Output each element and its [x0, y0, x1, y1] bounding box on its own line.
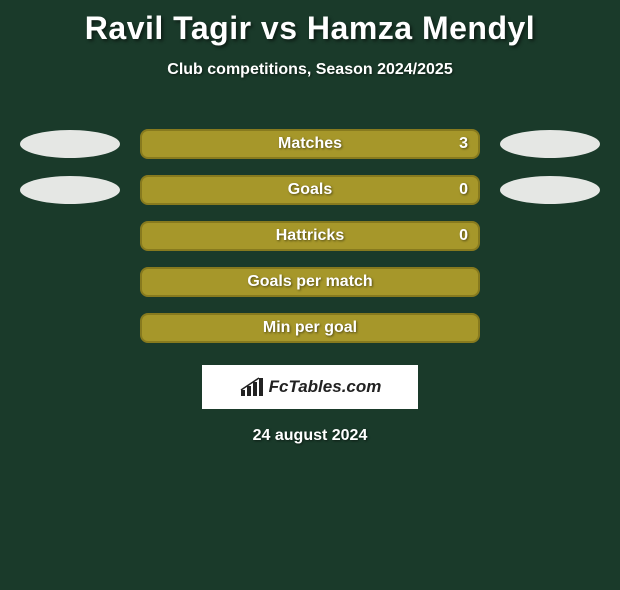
stat-bar-hattricks: Hattricks 0: [140, 221, 480, 251]
stat-value: 0: [459, 227, 468, 245]
stat-rows: Matches 3 Goals 0 Hattricks 0 Goals per …: [0, 121, 620, 351]
comparison-title: Ravil Tagir vs Hamza Mendyl: [0, 10, 620, 47]
stat-label: Min per goal: [263, 319, 357, 337]
right-value-ellipse: [500, 176, 600, 204]
stat-row: Goals 0: [0, 167, 620, 213]
stat-label: Hattricks: [276, 227, 344, 245]
stat-bar-goals: Goals 0: [140, 175, 480, 205]
stat-label: Goals: [288, 181, 332, 199]
stat-row: Hattricks 0: [0, 213, 620, 259]
stat-bar-min-per-goal: Min per goal: [140, 313, 480, 343]
stat-label: Matches: [278, 135, 342, 153]
stat-value: 0: [459, 181, 468, 199]
right-value-ellipse: [500, 130, 600, 158]
left-value-ellipse: [20, 176, 120, 204]
stat-row: Matches 3: [0, 121, 620, 167]
source-logo-box: FcTables.com: [202, 365, 418, 409]
snapshot-date: 24 august 2024: [0, 427, 620, 445]
stat-row: Goals per match: [0, 259, 620, 305]
bar-chart-icon: [239, 376, 265, 398]
stat-bar-matches: Matches 3: [140, 129, 480, 159]
stat-label: Goals per match: [247, 273, 372, 291]
stat-row: Min per goal: [0, 305, 620, 351]
stat-bar-goals-per-match: Goals per match: [140, 267, 480, 297]
comparison-subtitle: Club competitions, Season 2024/2025: [0, 61, 620, 79]
source-logo-text: FcTables.com: [269, 377, 382, 397]
stat-value: 3: [459, 135, 468, 153]
left-value-ellipse: [20, 130, 120, 158]
